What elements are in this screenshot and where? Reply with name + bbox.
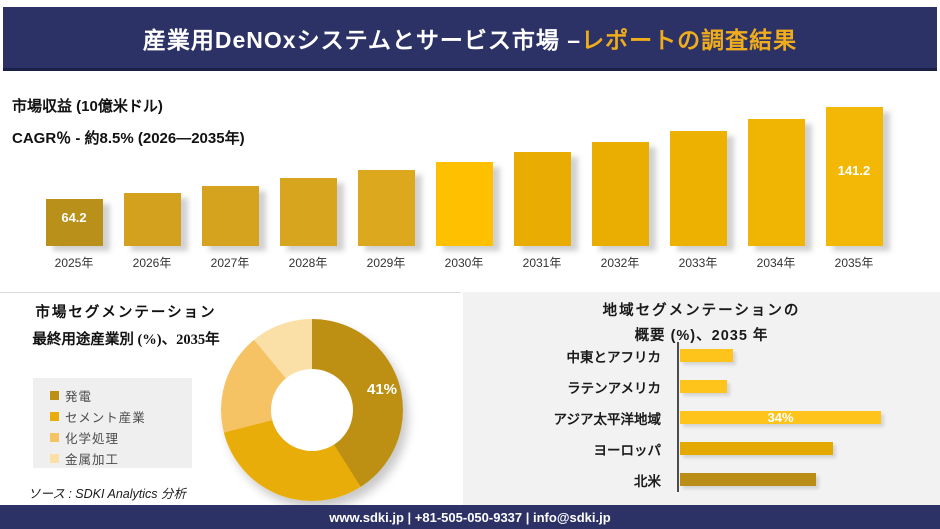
revenue-bar-2028年 — [279, 178, 337, 246]
revenue-year-label: 2029年 — [366, 256, 406, 270]
legend-label: 金属加工 — [65, 453, 120, 467]
donut-hole — [271, 369, 353, 451]
regional-axis-line — [677, 342, 679, 492]
regional-label: 中東とアフリカ — [566, 349, 662, 365]
revenue-bar-slot — [659, 96, 737, 246]
regional-bar — [680, 442, 833, 455]
regional-bar — [680, 349, 733, 362]
revenue-year-label: 2027年 — [210, 256, 250, 270]
revenue-bar-slot — [347, 96, 425, 246]
revenue-bar-value-label: 141.2 — [837, 163, 871, 178]
regional-bar — [680, 380, 727, 393]
legend-label: 化学処理 — [65, 432, 120, 446]
revenue-year-label: 2035年 — [834, 256, 874, 270]
page-title-accent: レポートの調査結果 — [581, 26, 798, 53]
regional-row-北米: 北米 — [463, 464, 940, 495]
revenue-cagr-label: CAGR％ - 約8.5% (2026―2035年) — [12, 130, 245, 147]
revenue-year-label: 2030年 — [444, 256, 484, 270]
regional-label: 北米 — [634, 473, 661, 489]
legend-swatch-icon — [50, 391, 59, 400]
segmentation-title-line1: 市場セグメンテーション — [35, 305, 217, 321]
regional-title: 地域セグメンテーションの 概要 (%)、2035 年 — [463, 299, 940, 345]
regional-label: ラテンアメリカ — [567, 380, 661, 396]
revenue-bar-slot — [503, 96, 581, 246]
revenue-year-label: 2033年 — [678, 256, 718, 270]
donut-legend: 発電セメント産業 化学処理金属加工 — [33, 378, 192, 468]
regional-panel: 地域セグメンテーションの 概要 (%)、2035 年 中東とアフリカ ラテンアメリ… — [463, 292, 940, 505]
regional-row-ヨーロッパ: ヨーロッパ — [463, 433, 940, 464]
regional-bar-chart: 中東とアフリカ ラテンアメリカアジア太平洋地域 34% ヨーロッパ北米 — [463, 340, 940, 495]
regional-label: ヨーロッパ — [593, 442, 662, 458]
revenue-bar-2030年 — [435, 162, 493, 246]
revenue-bar-chart: 64.2 141.2 — [35, 96, 893, 246]
revenue-bar-value-label: 64.2 — [61, 210, 87, 225]
revenue-bar-2032年 — [591, 142, 649, 246]
revenue-year-label: 2032年 — [600, 256, 640, 270]
revenue-year-axis: 2025年 2026年 2027年 2028年 2029年 2030年 2031年 2032年… — [35, 254, 893, 271]
donut-highlight-label: 41% — [366, 381, 398, 398]
legend-item-セメント産業: セメント産業 — [50, 406, 192, 427]
legend-swatch-icon — [50, 433, 59, 442]
revenue-bar-2031年 — [513, 152, 571, 246]
regional-title-line2: 概要 (%)、2035 年 — [634, 328, 769, 344]
revenue-bar-2027年 — [201, 186, 259, 246]
revenue-bar-2033年 — [669, 131, 727, 246]
revenue-bar-slot: 141.2 — [815, 96, 893, 246]
revenue-bar-slot — [425, 96, 503, 246]
revenue-bar-2025年: 64.2 — [45, 199, 103, 246]
legend-label: 発電 — [65, 390, 93, 404]
revenue-year-label: 2028年 — [288, 256, 328, 270]
revenue-bar-slot — [113, 96, 191, 246]
revenue-metric-label: 市場収益 (10億米ドル) — [12, 98, 163, 115]
regional-bar-value-label: 34% — [767, 410, 794, 425]
source-note: ソース : SDKI Analytics 分析 — [28, 487, 186, 501]
revenue-year-label: 2026年 — [132, 256, 172, 270]
footer-banner: www.sdki.jp | +81-505-050-9337 | info@sd… — [0, 505, 940, 529]
revenue-bar-2029年 — [357, 170, 415, 246]
legend-item-化学処理: 化学処理 — [50, 427, 192, 448]
revenue-bar-2035年: 141.2 — [825, 107, 883, 246]
revenue-bar-2034年 — [747, 119, 805, 246]
regional-row-中東とアフリカ: 中東とアフリカ — [463, 340, 940, 371]
revenue-bar-slot — [269, 96, 347, 246]
revenue-bar-slot: 64.2 — [35, 96, 113, 246]
header-banner: 産業用DeNOxシステムとサービス市場 – レポートの調査結果 — [3, 7, 937, 71]
regional-row-アジア太平洋地域: アジア太平洋地域 34% — [463, 402, 940, 433]
segmentation-title: 市場セグメンテーション 最終用途産業別 (%)、2035年 — [8, 301, 244, 349]
segmentation-title-line2: 最終用途産業別 (%)、2035年 — [32, 332, 220, 348]
revenue-bar-slot — [737, 96, 815, 246]
legend-item-発電: 発電 — [50, 385, 192, 406]
legend-item-金属加工: 金属加工 — [50, 448, 192, 469]
revenue-bar-2026年 — [123, 193, 181, 246]
end-use-donut-chart: 41% — [221, 319, 403, 501]
revenue-bar-slot — [581, 96, 659, 246]
page-title-main: 産業用DeNOxシステムとサービス市場 – — [142, 26, 582, 53]
revenue-year-label: 2034年 — [756, 256, 796, 270]
footer-contact: www.sdki.jp | +81-505-050-9337 | info@sd… — [329, 509, 611, 525]
legend-swatch-icon — [50, 412, 59, 421]
revenue-year-label: 2031年 — [522, 256, 562, 270]
regional-bar: 34% — [680, 410, 881, 425]
regional-label: アジア太平洋地域 — [553, 411, 661, 427]
revenue-year-label: 2025年 — [54, 256, 94, 270]
regional-bar — [680, 473, 816, 486]
legend-label: セメント産業 — [65, 411, 146, 425]
segmentation-panel: 市場セグメンテーション 最終用途産業別 (%)、2035年 発電セメント産業 化学… — [0, 292, 461, 505]
revenue-bar-slot — [191, 96, 269, 246]
regional-title-line1: 地域セグメンテーションの — [602, 303, 801, 319]
legend-swatch-icon — [50, 454, 59, 463]
regional-row-ラテンアメリカ: ラテンアメリカ — [463, 371, 940, 402]
